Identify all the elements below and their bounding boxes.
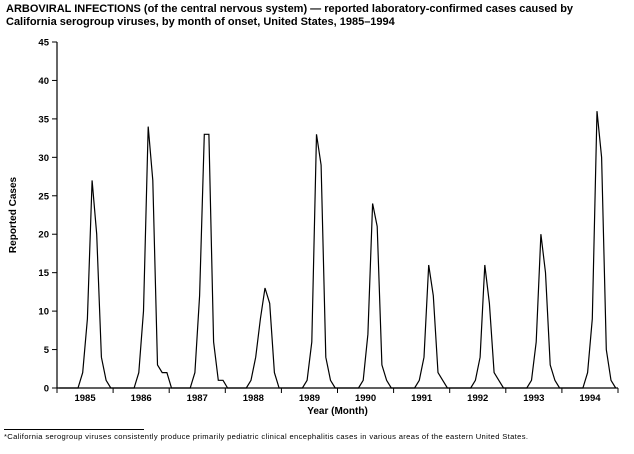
y-tick-label: 0 (44, 384, 49, 395)
y-axis-label: Reported Cases (8, 176, 19, 253)
x-tick-label-year: 1993 (523, 393, 544, 404)
x-tick-label-year: 1991 (411, 393, 433, 404)
y-tick-label: 10 (38, 307, 49, 318)
y-tick-label: 35 (38, 114, 49, 125)
x-tick-label-year: 1985 (74, 393, 96, 404)
y-tick-label: 25 (38, 191, 49, 202)
y-tick-label: 30 (38, 153, 49, 164)
x-tick-label-year: 1987 (187, 393, 208, 404)
footnote-rule (4, 429, 144, 430)
y-tick-label: 45 (38, 38, 49, 49)
x-tick-label-year: 1989 (299, 393, 320, 404)
x-tick-label-year: 1990 (355, 393, 376, 404)
x-tick-label-year: 1992 (467, 393, 488, 404)
chart-title: ARBOVIRAL INFECTIONS (of the central ner… (6, 3, 574, 28)
y-tick-label: 40 (38, 76, 49, 87)
footnote: *California serogroup viruses consistent… (4, 432, 529, 441)
data-line (59, 111, 617, 389)
y-tick-label: 5 (44, 345, 50, 356)
x-tick-label-year: 1986 (131, 393, 152, 404)
y-tick-label: 15 (38, 268, 49, 279)
x-tick-label-year: 1988 (243, 393, 264, 404)
y-tick-label: 20 (38, 230, 49, 241)
x-axis-label: Year (Month) (307, 406, 368, 417)
x-tick-label-year: 1994 (579, 393, 601, 404)
